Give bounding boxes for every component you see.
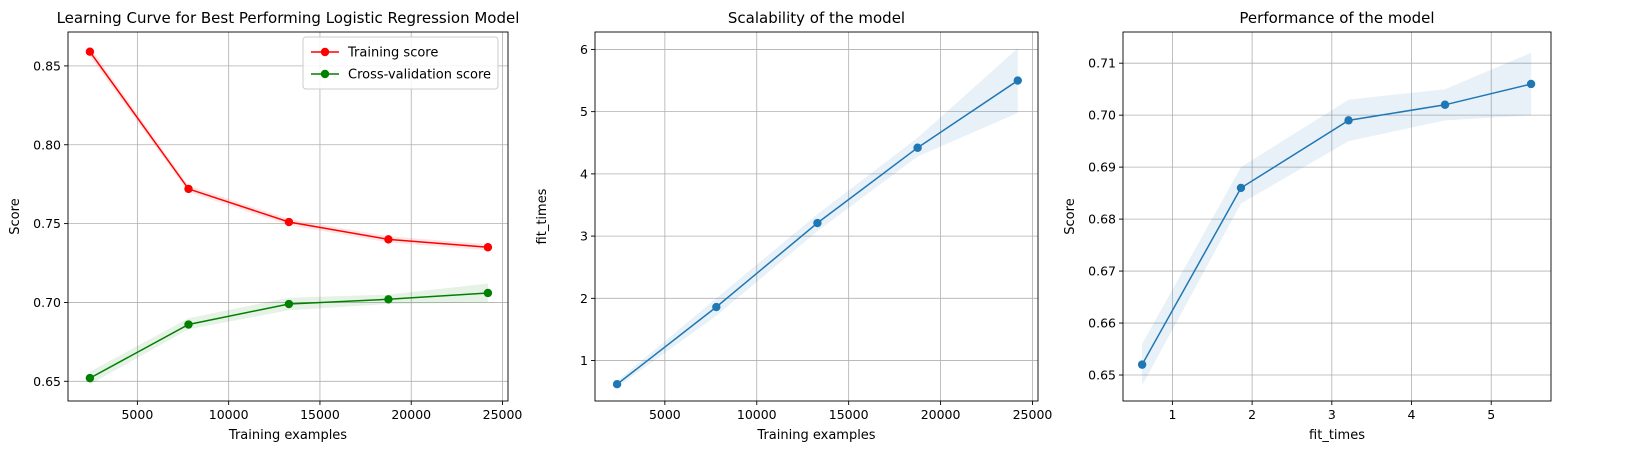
- x-tick-label: 10000: [737, 407, 777, 422]
- y-tick-label: 0.65: [1088, 368, 1116, 383]
- chart-panel-3: 1 2 3 4 5 0.65 0.66 0.67 0.68 0.69 0.70 0.71 Perform…: [1063, 9, 1552, 443]
- y-tick-label: 0.85: [33, 58, 61, 73]
- legend-marker: [320, 69, 330, 79]
- y-tick-label: 0.65: [33, 374, 61, 389]
- y-tick-label: 2: [580, 291, 588, 306]
- y-tick-label: 0.75: [33, 216, 61, 231]
- y-tick-label: 0.71: [1088, 56, 1116, 71]
- legend-marker: [320, 47, 330, 57]
- data-point: [483, 243, 493, 252]
- y-tick-label: 3: [580, 229, 588, 244]
- y-tick-label: 0.70: [1088, 108, 1116, 123]
- data-point: [85, 47, 95, 56]
- confidence-band-1: [617, 48, 1018, 388]
- legend: Training score Cross-validation score: [302, 36, 499, 90]
- y-tick-label: 0.69: [1088, 160, 1116, 175]
- data-point: [184, 184, 193, 194]
- x-axis-label: Training examples: [228, 428, 347, 443]
- chart-title: Performance of the model: [1239, 9, 1434, 27]
- x-tick-label: 25000: [1013, 407, 1053, 422]
- y-tick-label: 6: [580, 42, 588, 57]
- data-point: [384, 295, 393, 304]
- x-tick-label: 10000: [209, 407, 249, 422]
- x-tick-label: 20000: [921, 407, 961, 422]
- x-axis-label: Training examples: [756, 428, 875, 443]
- data-point: [184, 320, 193, 329]
- x-tick-label: 5000: [121, 407, 153, 422]
- y-tick-label: 5: [580, 104, 588, 119]
- x-tick-label: 4: [1408, 407, 1416, 422]
- data-point: [612, 379, 622, 389]
- data-point: [813, 218, 822, 228]
- data-point: [1344, 116, 1353, 125]
- x-tick-label: 25000: [483, 407, 523, 422]
- data-point: [1236, 183, 1246, 193]
- y-axis-label: Score: [8, 198, 23, 234]
- legend-label: Cross-validation score: [348, 68, 491, 83]
- data-point: [712, 302, 721, 312]
- data-point: [913, 143, 922, 152]
- x-tick-label: 1: [1168, 407, 1176, 422]
- chart-title: Learning Curve for Best Performing Logis…: [57, 9, 520, 27]
- chart-panel-1: 5000 10000 15000 20000 25000 0.65 0.70 0.75 0.80…: [8, 9, 522, 443]
- chart-panel-2: 5000 10000 15000 20000 25000 1 2 3 4 5 6 Scalabilit…: [535, 9, 1052, 443]
- y-tick-label: 0.70: [33, 295, 61, 310]
- y-tick-label: 0.80: [33, 137, 61, 152]
- data-point: [1137, 360, 1147, 369]
- chart-title: Scalability of the model: [728, 9, 905, 27]
- axes-frame: [594, 31, 1039, 402]
- x-axis-label: fit_times: [1309, 428, 1365, 443]
- x-tick-label: 20000: [391, 407, 431, 422]
- axes-frame: [67, 31, 509, 402]
- y-tick-label: 1: [580, 353, 588, 368]
- legend-box: [302, 36, 499, 90]
- data-point: [284, 299, 294, 309]
- x-tick-label: 15000: [300, 407, 340, 422]
- x-tick-label: 15000: [829, 407, 869, 422]
- confidence-band-2: [89, 283, 488, 385]
- data-point: [483, 288, 493, 298]
- y-tick-label: 0.68: [1088, 212, 1116, 227]
- x-tick-label: 3: [1328, 407, 1336, 422]
- y-tick-label: 4: [580, 166, 588, 181]
- data-point: [284, 217, 294, 227]
- x-tick-label: 5: [1487, 407, 1495, 422]
- y-tick-label: 0.66: [1088, 316, 1116, 331]
- y-axis-label: fit_times: [535, 188, 550, 244]
- y-axis-label: Score: [1063, 198, 1078, 234]
- legend-label: Training score: [347, 46, 438, 61]
- data-point: [85, 373, 95, 383]
- data-point: [1013, 76, 1022, 85]
- data-point: [384, 235, 393, 244]
- x-tick-label: 2: [1248, 407, 1256, 422]
- data-point: [1440, 100, 1450, 109]
- axes-frame: [1122, 31, 1552, 402]
- y-tick-label: 0.67: [1088, 264, 1116, 279]
- x-tick-label: 5000: [649, 407, 681, 422]
- confidence-band-1: [1142, 52, 1532, 386]
- data-point: [1526, 79, 1536, 89]
